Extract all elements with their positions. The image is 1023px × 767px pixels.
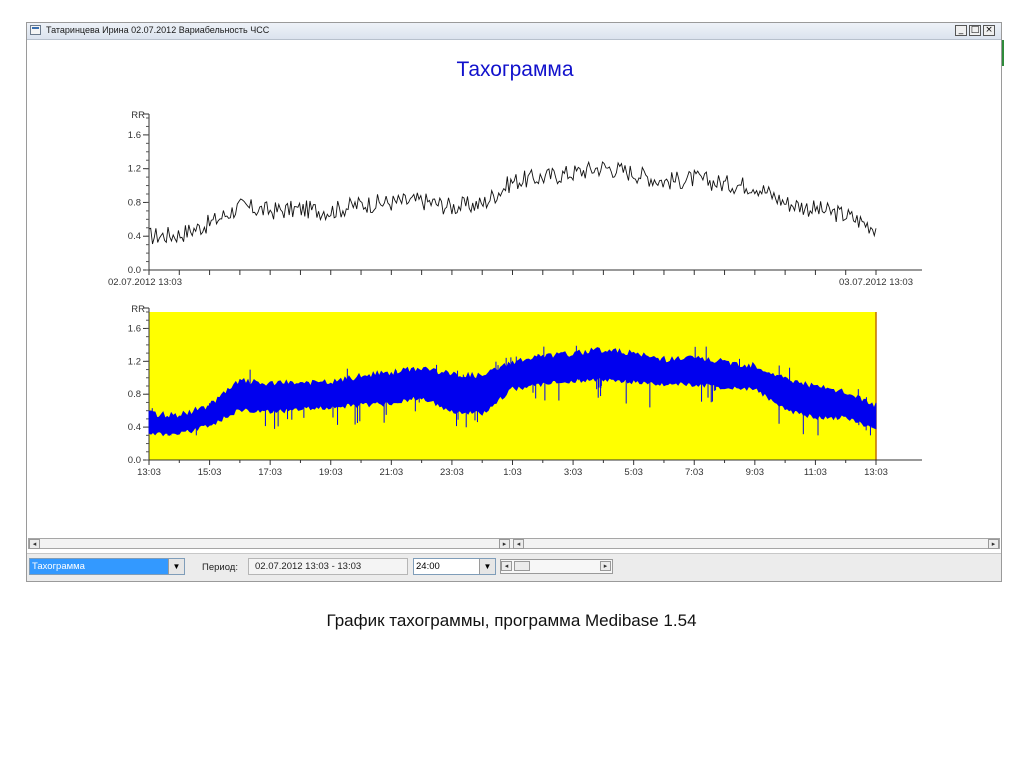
y-tick-label: 1.2 (128, 356, 141, 367)
figure-caption: График тахограммы, программа Medibase 1.… (326, 611, 697, 630)
maximize-button[interactable]: □ (969, 25, 981, 36)
x-tick-label: 11:03 (804, 467, 827, 478)
scroll-right-button[interactable]: ▸ (988, 539, 999, 549)
x-tick-label: 02.07.2012 13:03 (108, 277, 182, 288)
x-tick-label: 7:03 (685, 467, 704, 478)
x-tick-label: 13:03 (864, 467, 888, 478)
tachogram-plots: RR1.61.20.80.40.002.07.2012 13:03 03.07.2… (108, 110, 922, 478)
x-tick-label: 03.07.2012 13:03 (839, 277, 913, 288)
scroll-mid-right-button[interactable]: ▸ (499, 539, 510, 549)
y-tick-label: 0.4 (128, 231, 141, 242)
y-tick-label: 1.6 (128, 323, 141, 334)
y-tick-label: 1.2 (128, 164, 141, 175)
y-tick-label: 0.0 (128, 265, 141, 276)
time-scroll-left-button[interactable]: ◂ (501, 561, 512, 571)
chevron-down-icon[interactable]: ▼ (168, 559, 184, 574)
y-axis-label: RR (131, 110, 145, 121)
time-scroll-right-button[interactable]: ▸ (600, 561, 611, 571)
duration-select[interactable]: 24:00 ▼ (413, 558, 496, 575)
scroll-left-button[interactable]: ◂ (29, 539, 40, 549)
chart-title: Тахограмма (456, 58, 574, 81)
minimize-button[interactable]: _ (955, 25, 967, 36)
window-title: Татаринцева Ирина 02.07.2012 Вариабельно… (46, 25, 270, 35)
y-tick-label: 0.8 (128, 197, 141, 208)
rr-series-line (148, 160, 877, 245)
scroll-mid-left-button[interactable]: ◂ (513, 539, 524, 549)
x-tick-label: 21:03 (379, 467, 403, 478)
window-app-icon (30, 25, 41, 35)
title-bar[interactable]: Татаринцева Ирина 02.07.2012 Вариабельно… (27, 23, 1001, 40)
x-tick-label: 13:03 (137, 467, 161, 478)
period-field: 02.07.2012 13:03 - 13:03 (248, 558, 408, 575)
period-label: Период: (202, 562, 238, 573)
y-tick-label: 1.6 (128, 130, 141, 141)
view-select-value: Тахограмма (30, 559, 168, 574)
chevron-down-icon[interactable]: ▼ (479, 559, 495, 574)
x-tick-label: 3:03 (564, 467, 583, 478)
y-axis-label: RR (131, 304, 145, 315)
y-tick-label: 0.8 (128, 389, 141, 400)
close-button[interactable]: × (983, 25, 995, 36)
x-tick-label: 15:03 (198, 467, 222, 478)
y-tick-label: 0.4 (128, 422, 141, 433)
x-tick-label: 17:03 (258, 467, 282, 478)
time-scrollbar[interactable]: ◂ ▸ (500, 559, 613, 574)
duration-select-value: 24:00 (416, 561, 440, 572)
y-tick-label: 0.0 (128, 455, 141, 466)
rr-series-band (148, 347, 877, 437)
x-tick-label: 23:03 (440, 467, 464, 478)
x-tick-label: 9:03 (746, 467, 765, 478)
x-tick-label: 5:03 (624, 467, 643, 478)
time-scroll-thumb[interactable] (514, 561, 530, 571)
x-tick-label: 19:03 (319, 467, 343, 478)
x-tick-label: 1:03 (503, 467, 522, 478)
horizontal-scrollbar[interactable]: ◂ ▸ ◂ ▸ (28, 538, 1000, 549)
bottom-toolbar: Тахограмма ▼ Период: 02.07.2012 13:03 - … (27, 553, 1001, 581)
view-select[interactable]: Тахограмма ▼ (29, 558, 185, 575)
background-window-edge (1002, 40, 1004, 66)
app-window: Татаринцева Ирина 02.07.2012 Вариабельно… (26, 22, 1002, 582)
